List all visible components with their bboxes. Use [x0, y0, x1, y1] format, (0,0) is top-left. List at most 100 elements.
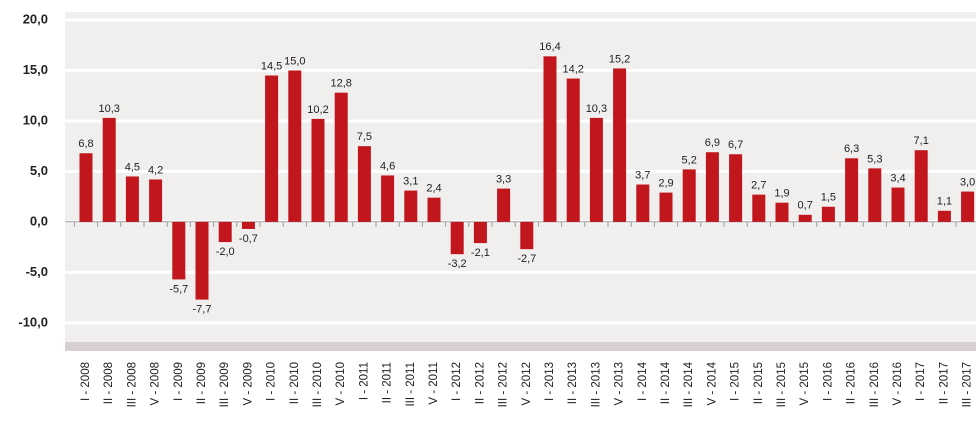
x-tick-label: I - 2012 — [451, 362, 463, 401]
x-tick-label: II - 2017 — [938, 362, 950, 404]
value-label: -5,7 — [169, 283, 188, 295]
plot-bottom-band — [65, 342, 976, 351]
value-label: 6,9 — [705, 137, 720, 149]
value-label: 5,3 — [867, 153, 882, 165]
x-tick-label: II - 2008 — [103, 362, 115, 404]
value-label: 7,1 — [914, 135, 929, 147]
value-label: -2,1 — [471, 247, 490, 259]
bar — [659, 192, 673, 222]
value-label: 2,7 — [751, 180, 766, 192]
value-label: 5,2 — [682, 154, 697, 166]
y-tick-label: 10,0 — [23, 112, 48, 127]
value-label: 3,7 — [635, 169, 650, 181]
value-label: 4,6 — [380, 160, 395, 172]
x-tick-label: III - 2017 — [962, 362, 974, 407]
x-tick-label: III - 2012 — [498, 362, 510, 407]
value-label: -2,7 — [517, 253, 536, 265]
x-tick-label: I - 2010 — [266, 362, 278, 401]
x-tick-label: V - 2014 — [706, 361, 718, 405]
y-tick-label: 20,0 — [23, 11, 48, 26]
x-tick-label: II - 2014 — [660, 361, 672, 404]
bar — [914, 150, 928, 222]
value-label: 3,4 — [890, 172, 905, 184]
value-label: 6,3 — [844, 143, 859, 155]
value-label: 3,0 — [960, 177, 975, 189]
bar — [450, 221, 464, 255]
value-label: -0,7 — [239, 233, 258, 245]
value-label: 16,4 — [539, 41, 560, 53]
x-tick-label: I - 2013 — [544, 362, 556, 401]
value-label: 2,9 — [658, 178, 673, 190]
value-label: -3,2 — [448, 258, 467, 270]
x-tick-label: III - 2016 — [869, 362, 881, 407]
bar — [195, 221, 209, 300]
value-label: 14,2 — [562, 63, 583, 75]
value-label: 6,7 — [728, 139, 743, 151]
bar — [172, 221, 186, 280]
x-tick-label: V - 2011 — [428, 362, 440, 405]
value-label: 2,4 — [426, 183, 441, 195]
value-label: 1,1 — [937, 196, 952, 208]
bar — [334, 92, 348, 222]
bar — [636, 184, 650, 222]
x-tick-label: II - 2013 — [567, 362, 579, 404]
value-label: 10,2 — [307, 104, 328, 116]
value-label: 7,5 — [357, 131, 372, 143]
bar — [404, 190, 418, 222]
bar — [288, 70, 302, 222]
x-tick-label: III - 2009 — [219, 362, 231, 407]
bar — [566, 78, 580, 222]
bar — [543, 56, 557, 222]
bar — [427, 197, 441, 222]
bar — [473, 221, 487, 244]
bar — [821, 206, 835, 222]
bar — [752, 194, 766, 222]
x-tick-label: V - 2016 — [892, 362, 904, 405]
y-tick-label: 5,0 — [30, 163, 48, 178]
x-tick-label: V - 2009 — [242, 362, 254, 405]
bar — [868, 168, 882, 222]
bar — [589, 117, 603, 222]
bar — [218, 221, 232, 243]
value-label: 1,9 — [774, 188, 789, 200]
value-label: 15,2 — [609, 53, 630, 65]
x-tick-label: I - 2015 — [730, 362, 742, 401]
y-tick-label: -5,0 — [26, 264, 48, 279]
value-label: 10,3 — [586, 103, 607, 115]
bar — [961, 191, 975, 222]
value-label: 0,7 — [798, 200, 813, 212]
x-tick-label: II - 2009 — [196, 362, 208, 404]
bar — [798, 214, 812, 222]
x-tick-label: V - 2008 — [150, 362, 162, 405]
bar — [937, 210, 951, 222]
bar — [891, 187, 905, 222]
bar — [149, 179, 163, 222]
value-label: 6,8 — [78, 138, 93, 150]
value-label: -7,7 — [193, 304, 212, 316]
bar — [125, 176, 139, 222]
x-tick-label: I - 2011 — [358, 362, 370, 400]
value-label: 4,5 — [125, 161, 140, 173]
bar — [311, 118, 325, 222]
x-tick-label: V - 2015 — [799, 362, 811, 405]
bar — [381, 175, 395, 222]
value-label: 10,3 — [98, 103, 119, 115]
y-tick-label: 15,0 — [23, 62, 48, 77]
x-tick-label: I - 2008 — [80, 362, 92, 401]
value-label: 12,8 — [330, 78, 351, 90]
x-tick-label: II - 2015 — [753, 362, 765, 404]
x-tick-label: II - 2012 — [474, 362, 486, 404]
y-tick-label: 0,0 — [30, 213, 48, 228]
value-label: 3,3 — [496, 173, 511, 185]
x-tick-label: III - 2011 — [405, 362, 417, 407]
x-tick-label: I - 2014 — [637, 361, 649, 401]
value-label: 3,1 — [403, 175, 418, 187]
x-tick-label: III - 2015 — [776, 362, 788, 407]
bar — [682, 169, 696, 222]
x-tick-label: III - 2014 — [683, 361, 695, 407]
bar — [265, 75, 279, 222]
value-label: 15,0 — [284, 55, 305, 67]
value-label: 1,5 — [821, 192, 836, 204]
x-tick-label: II - 2010 — [289, 362, 301, 404]
